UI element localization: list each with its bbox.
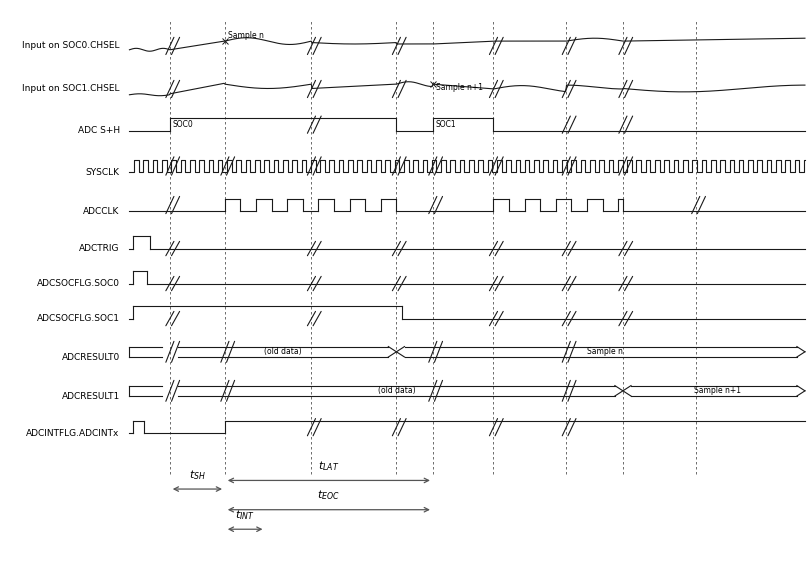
Text: $t_{INT}$: $t_{INT}$ xyxy=(235,508,255,522)
Text: ADCTRIG: ADCTRIG xyxy=(79,244,120,253)
Text: Input on SOC1.CHSEL: Input on SOC1.CHSEL xyxy=(22,84,120,94)
Text: $t_{LAT}$: $t_{LAT}$ xyxy=(318,459,340,473)
Text: SOC1: SOC1 xyxy=(435,119,455,129)
Text: ADCSOCFLG.SOC1: ADCSOCFLG.SOC1 xyxy=(36,314,120,323)
Text: Sample n: Sample n xyxy=(587,347,623,356)
Text: (old data): (old data) xyxy=(378,386,415,395)
Text: ADCCLK: ADCCLK xyxy=(83,207,120,216)
Text: ADCINTFLG.ADCINTx: ADCINTFLG.ADCINTx xyxy=(27,429,120,438)
Text: Input on SOC0.CHSEL: Input on SOC0.CHSEL xyxy=(22,41,120,51)
Text: ADCSOCFLG.SOC0: ADCSOCFLG.SOC0 xyxy=(36,279,120,288)
Text: Sample n+1: Sample n+1 xyxy=(436,83,483,92)
Text: ADCRESULT0: ADCRESULT0 xyxy=(61,352,120,362)
Text: SYSCLK: SYSCLK xyxy=(86,168,120,177)
Text: (old data): (old data) xyxy=(265,347,302,356)
Text: SOC0: SOC0 xyxy=(172,119,193,129)
Text: Sample n: Sample n xyxy=(228,31,264,40)
Text: $t_{SH}$: $t_{SH}$ xyxy=(189,468,205,482)
Text: Sample n+1: Sample n+1 xyxy=(694,386,742,395)
Text: $t_{EOC}$: $t_{EOC}$ xyxy=(317,488,341,502)
Text: ADC S+H: ADC S+H xyxy=(78,126,120,135)
Text: ADCRESULT1: ADCRESULT1 xyxy=(61,391,120,401)
